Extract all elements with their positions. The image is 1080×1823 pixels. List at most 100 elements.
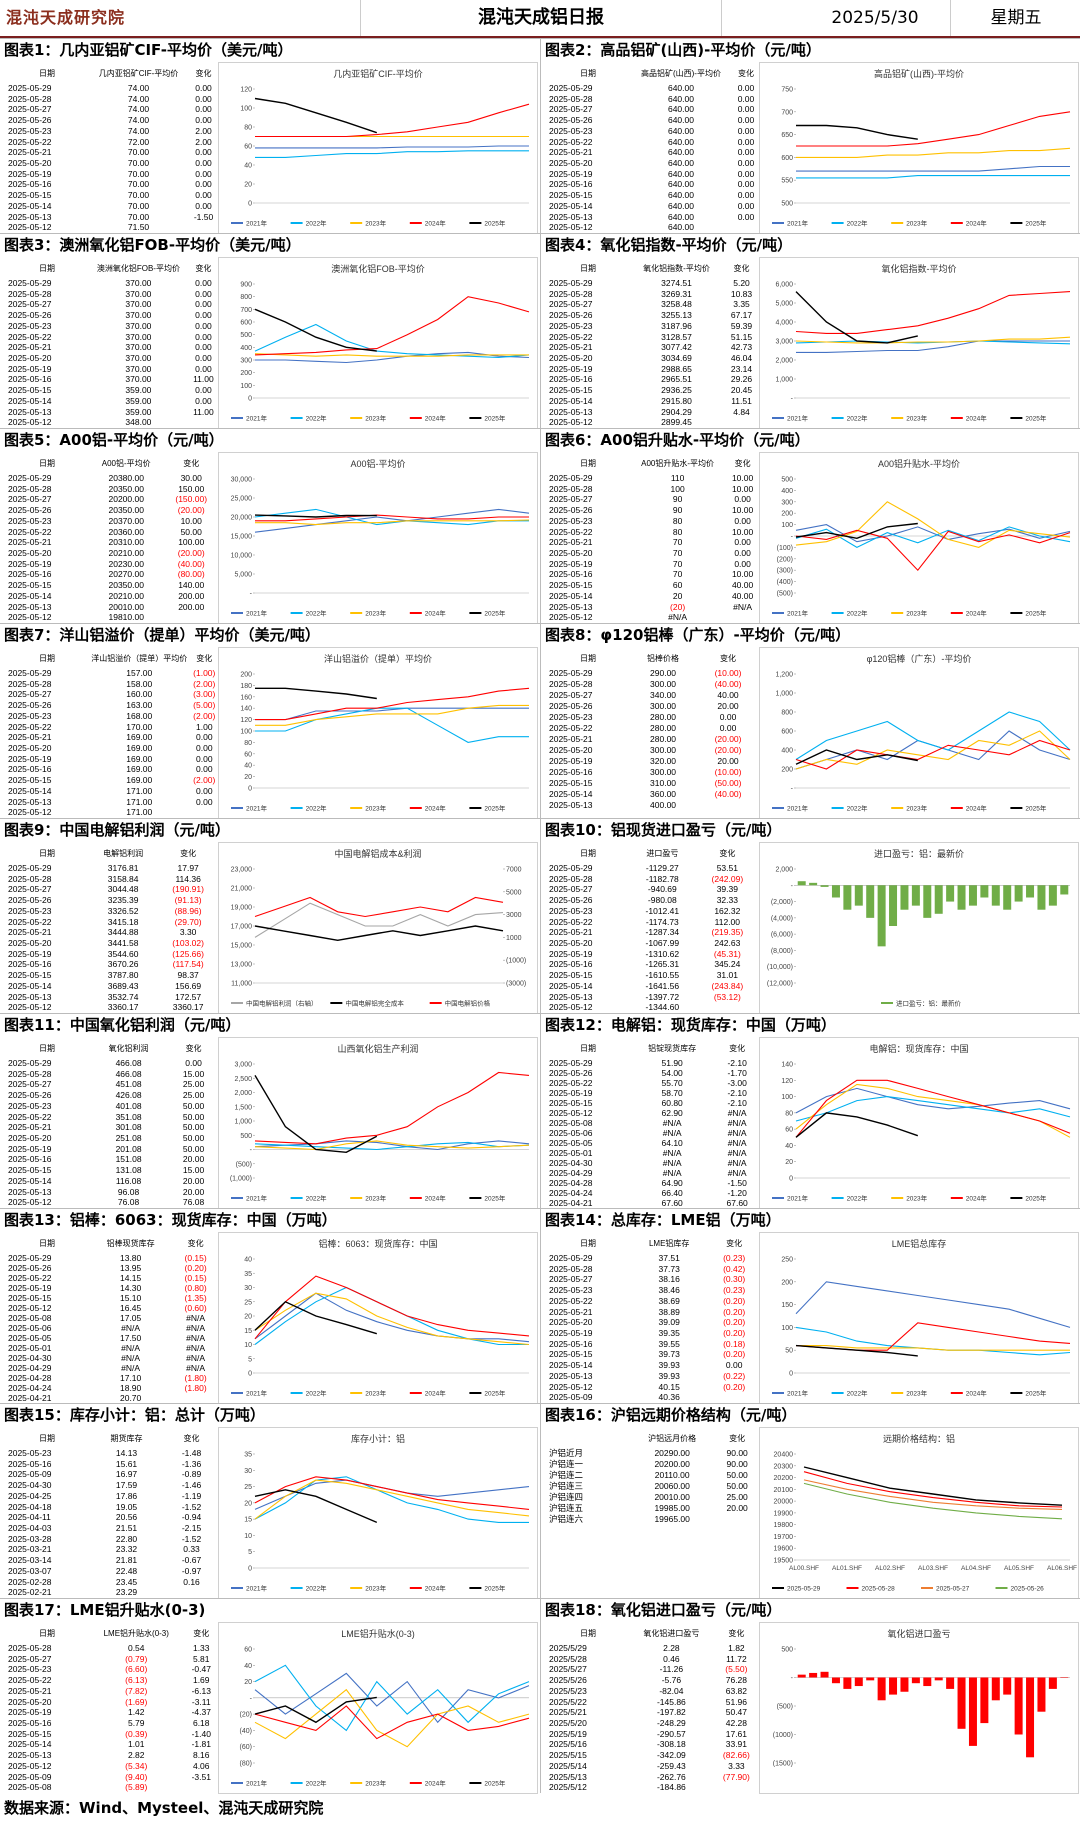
table-cell: #N/A <box>727 1168 747 1178</box>
legend-label: 2022年 <box>306 219 327 228</box>
data-table: 日期 澳洲氧化铝FOB-平均价 变化 2025-05-29 370.00 0.00 2025… <box>6 258 218 428</box>
table-cell: 3077.42 <box>661 342 692 353</box>
table-cell <box>726 612 759 623</box>
legend-label: 2025年 <box>484 1194 505 1203</box>
panel-title: 图表13：铝棒：6063：现货库存：中国（万吨） <box>4 1211 337 1229</box>
table-cell: (20.00) <box>177 505 205 516</box>
table-cell: 2025-05-12 <box>549 417 593 428</box>
table-row: 2025-05-20 39.09 (0.20) <box>547 1317 759 1328</box>
table-row: 沪铝连四 20010.00 25.00 <box>547 1492 759 1503</box>
table-cell: 2025-05-28 <box>8 1643 52 1653</box>
legend-label: 2021年 <box>787 804 808 813</box>
table-cell: 2025-05-28 <box>8 678 52 689</box>
table-cell: (3.00) <box>193 689 216 700</box>
table-cell: 2025-05-13 <box>549 601 593 612</box>
table-row: 2025-05-14 359.00 0.00 <box>6 396 218 407</box>
table-cell: 25.00 <box>182 1090 205 1101</box>
table-cell: 2025-05-15 <box>8 580 52 591</box>
table-cell: 0.00 <box>737 200 755 211</box>
series-line <box>796 340 1070 353</box>
table-cell <box>189 417 218 428</box>
legend-label: 2025年 <box>484 414 505 423</box>
table-cell: #N/A <box>186 1313 206 1323</box>
table-cell: 2025-05-27 <box>549 299 593 310</box>
table-cell: (0.30) <box>723 1274 746 1285</box>
y-tick-label: 11,000 <box>231 981 252 988</box>
table-cell: 46.04 <box>730 353 753 364</box>
chart-title: 氧化铝进口盈亏 <box>887 1628 950 1639</box>
chart: 洋山铝溢价（提单）平均价0204060801001201401601802002… <box>218 647 538 819</box>
table-cell: 2025-05-19 <box>549 756 593 766</box>
table-cell: 2025-05-29 <box>549 473 593 483</box>
table-cell: 401.08 <box>115 1100 142 1111</box>
table-cell: 2025-05-27 <box>8 884 52 895</box>
table-cell <box>189 222 218 233</box>
table-cell: 2025-05-12 <box>8 1002 52 1013</box>
table-cell: 2025-05-09 <box>8 1469 52 1480</box>
bar <box>877 1677 886 1701</box>
data-table: 日期 铝锭现货库存 变化 2025-05-29 51.90 -2.10 2025-05-26… <box>547 1038 759 1209</box>
table-row: 2025-05-29 -1129.27 53.51 <box>547 863 759 874</box>
table-row: 2025-05-26 640.00 0.00 <box>547 115 759 126</box>
table-cell: 370.00 <box>125 363 152 374</box>
legend-label: 2023年 <box>906 219 927 228</box>
y-tick-label: 20000 <box>774 1499 794 1506</box>
table-row: 2025-05-08 #N/A #N/A <box>547 1118 759 1128</box>
table-cell: 20.00 <box>182 1154 205 1165</box>
series-line <box>255 687 530 721</box>
table-cell: -0.67 <box>181 1555 202 1566</box>
y-tick-label: 100 <box>240 106 252 113</box>
bar <box>911 885 920 906</box>
table-row: 2025-04-11 20.56 -0.94 <box>6 1512 218 1523</box>
table-cell: -1641.56 <box>645 980 680 991</box>
table-cell: 2025-05-12 <box>8 1303 52 1313</box>
table-cell: 2025/5/14 <box>549 1760 587 1771</box>
chart-title: φ120铝棒（广东）-平均价 <box>867 653 972 664</box>
table-row: 2025-05-19 14.30 (0.80) <box>6 1283 218 1293</box>
table-cell: 2025/5/22 <box>549 1696 587 1707</box>
table-row: 2025-05-27 451.08 25.00 <box>6 1079 218 1090</box>
table-cell: 2025-05-27 <box>549 1274 593 1285</box>
table-cell: 63.82 <box>725 1685 748 1696</box>
y-tick-label: 120 <box>240 87 252 94</box>
table-cell: 370.00 <box>125 331 152 342</box>
header-cell: 日期 <box>580 1043 596 1053</box>
table-cell: (2.00) <box>193 775 216 786</box>
table-row: 2025-05-23 (6.60) -0.47 <box>6 1664 218 1675</box>
table-cell: 70.00 <box>127 147 150 158</box>
table-cell: 50.00 <box>726 1481 748 1491</box>
y-tick-label: 300 <box>781 499 793 506</box>
header-cell: 日期 <box>580 1628 596 1638</box>
series-line <box>255 687 377 700</box>
bar <box>946 1677 955 1689</box>
report-header: 混沌天成研究院 混沌天成铝日报 2025/5/30 星期五 <box>0 0 1080 38</box>
table-row: 2025/5/27 -11.26 (5.50) <box>547 1664 759 1675</box>
table-cell: 59.39 <box>730 320 753 331</box>
table-row: 2025-05-29 370.00 0.00 <box>6 278 218 289</box>
table-row: 2025-05-28 37.73 (0.42) <box>547 1264 759 1275</box>
table-row: 2025-05-19 640.00 0.00 <box>547 169 759 180</box>
table-cell: 2025-05-21 <box>8 1122 52 1133</box>
y-tick-label: 20 <box>244 1679 252 1686</box>
table-cell: -259.43 <box>656 1760 686 1771</box>
panel: 图表10：铝现货进口盈亏（元/吨） 日期 进口盈亏 变化 2025-05-29 -1129… <box>540 818 1080 1014</box>
table-row: 2025-05-23 640.00 0.00 <box>547 126 759 137</box>
table-row: 2025-05-13 3532.74 172.57 <box>6 992 218 1003</box>
legend-label: 2025年 <box>484 1389 505 1398</box>
series-line <box>803 1466 1063 1506</box>
table-cell: 171.00 <box>126 807 153 818</box>
table-row: 2025-05-23 168.00 (2.00) <box>6 711 218 722</box>
legend-label: 2024年 <box>425 1584 446 1593</box>
series-line <box>254 1479 530 1520</box>
series-line <box>254 514 377 518</box>
table-cell: 2025-05-29 <box>8 83 52 93</box>
y-tick-label: 30,000 <box>231 477 253 484</box>
y-tick-label: (10,000) <box>767 964 793 971</box>
table-cell: 40.00 <box>717 690 739 700</box>
table-cell: 2.82 <box>127 1750 145 1761</box>
table-cell: #N/A <box>727 1108 747 1118</box>
table-cell: 2025-04-30 <box>8 1480 52 1491</box>
table-cell: 2025-05-14 <box>549 1360 593 1371</box>
table-cell: 11.00 <box>193 406 214 417</box>
